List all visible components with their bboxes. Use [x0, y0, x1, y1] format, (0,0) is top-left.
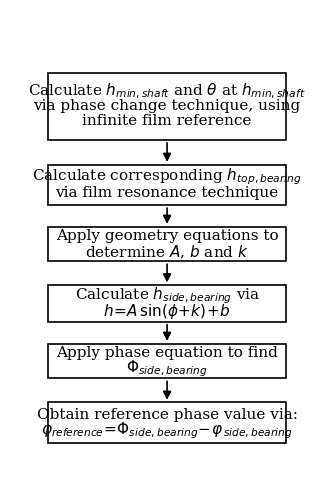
Bar	[48, 72, 286, 140]
Text: Calculate $h_{side,bearing}$ via: Calculate $h_{side,bearing}$ via	[75, 285, 259, 306]
Text: $h\!=\!A\,\sin(\phi\!+\!k)\!+\!b$: $h\!=\!A\,\sin(\phi\!+\!k)\!+\!b$	[103, 302, 231, 321]
Bar	[48, 285, 286, 322]
Text: Apply phase equation to find: Apply phase equation to find	[56, 346, 278, 360]
Text: $\varphi_{reference}\!=\!\Phi_{side,bearing}\!-\!\varphi_{\,side,bearing}$: $\varphi_{reference}\!=\!\Phi_{side,bear…	[41, 420, 293, 441]
Text: via phase change technique, using: via phase change technique, using	[34, 99, 301, 113]
Text: via film resonance technique: via film resonance technique	[55, 186, 279, 200]
Text: determine $A$, $b$ and $k$: determine $A$, $b$ and $k$	[85, 244, 249, 261]
Bar	[48, 165, 286, 205]
Text: Apply geometry equations to: Apply geometry equations to	[56, 229, 278, 243]
Text: Calculate $h_{min,shaft}$ and $\theta$ at $h_{min,shaft}$: Calculate $h_{min,shaft}$ and $\theta$ a…	[28, 82, 306, 101]
Bar	[48, 344, 286, 378]
Bar	[48, 402, 286, 443]
Text: Obtain reference phase value via:: Obtain reference phase value via:	[37, 408, 298, 422]
Text: Calculate corresponding $h_{top,bearing}$: Calculate corresponding $h_{top,bearing}…	[32, 167, 302, 188]
Bar	[48, 226, 286, 262]
Text: infinite film reference: infinite film reference	[82, 114, 252, 128]
Text: $\Phi_{side,bearing}$: $\Phi_{side,bearing}$	[126, 359, 208, 380]
